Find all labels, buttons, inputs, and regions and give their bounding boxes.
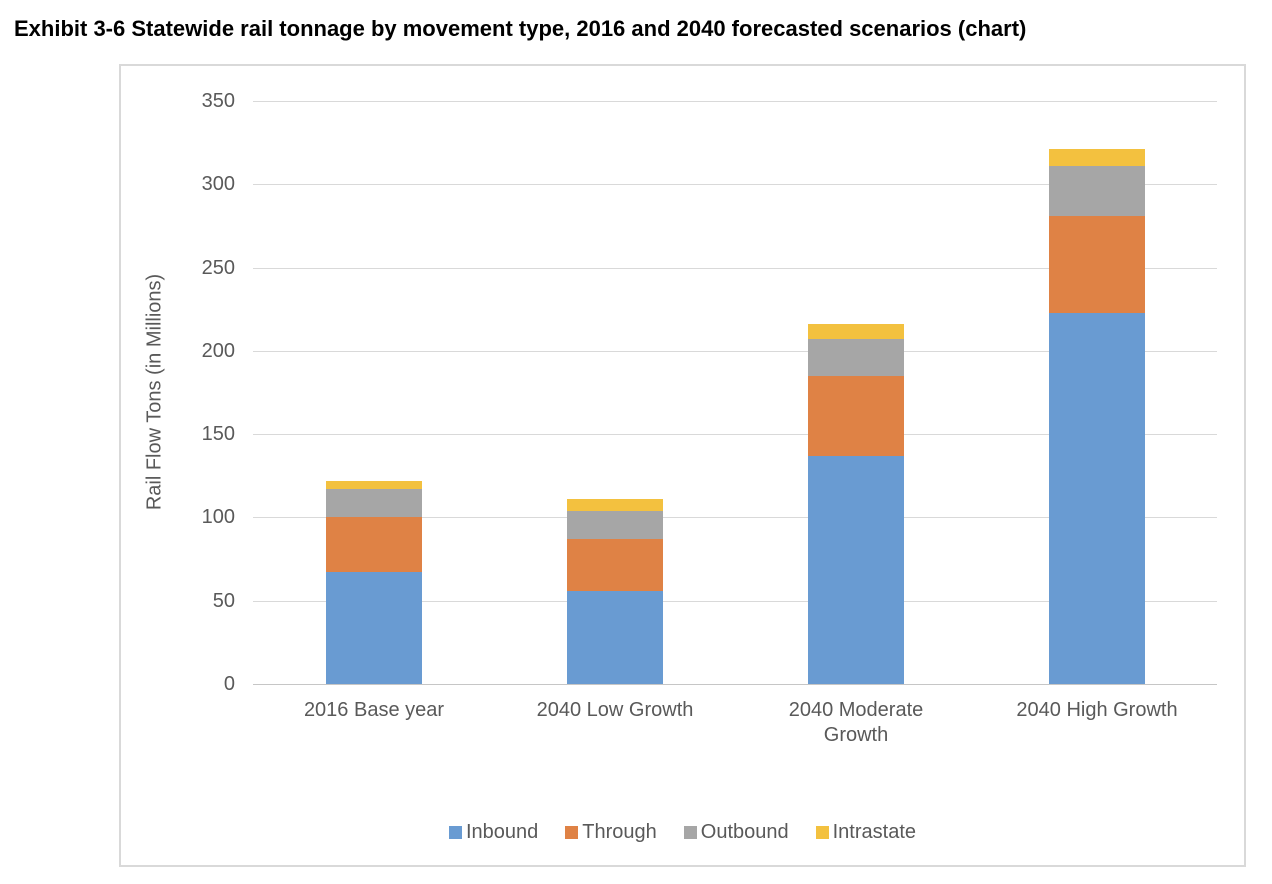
y-axis-title: Rail Flow Tons (in Millions) — [143, 273, 166, 511]
bar-segment-inbound — [1049, 312, 1145, 684]
y-tick-label-100: 100 — [201, 506, 235, 528]
legend-label: Through — [582, 820, 657, 843]
bar-segment-through — [808, 375, 904, 456]
page-title: Exhibit 3-6 Statewide rail tonnage by mo… — [14, 16, 1027, 41]
plot-area: 350 300 250 200 150 100 50 0 2016 Base year 2040 … — [202, 90, 1217, 746]
bar-segment-intrastate — [1049, 149, 1145, 166]
bar-segment-outbound — [326, 489, 422, 518]
bar-stack-2 — [567, 499, 663, 684]
legend: Inbound Through Outbound Intrastate — [121, 818, 1244, 846]
bar-stack-3 — [808, 324, 904, 684]
bar-segment-outbound — [1049, 165, 1145, 216]
x-axis-label-4: 2040 High Growth — [1016, 699, 1178, 721]
bar-segment-through — [326, 517, 422, 573]
gridline-100 — [253, 517, 1217, 518]
gridline-300 — [253, 184, 1217, 185]
bar-stack-1 — [326, 480, 422, 684]
y-tick-label-300: 300 — [201, 173, 235, 195]
gridline-250 — [253, 268, 1217, 269]
y-tick-label-0: 0 — [223, 673, 235, 695]
legend-item-intrastate: Intrastate — [815, 820, 917, 844]
legend-label: Outbound — [700, 820, 789, 843]
legend-label: Inbound — [465, 820, 539, 843]
bar-segment-through — [567, 539, 663, 591]
y-tick-label-200: 200 — [201, 340, 235, 362]
chart-frame: Rail Flow Tons (in Millions) 350 300 250 20… — [119, 64, 1246, 867]
bar-segment-outbound — [808, 339, 904, 376]
legend-label: Intrastate — [832, 820, 917, 843]
gridline-0 — [253, 684, 1217, 685]
legend-swatch-icon — [815, 825, 829, 839]
bar-segment-inbound — [567, 590, 663, 684]
x-axis-label-1: 2016 Base year — [303, 699, 445, 721]
bar-segment-through — [1049, 215, 1145, 313]
bar-segment-inbound — [808, 455, 904, 684]
legend-swatch-icon — [448, 825, 462, 839]
gridline-200 — [253, 351, 1217, 352]
legend-swatch-icon — [683, 825, 697, 839]
bar-segment-intrastate — [808, 324, 904, 340]
legend-swatch-icon — [565, 825, 579, 839]
bar-stack-4 — [1049, 149, 1145, 684]
legend-item-through: Through — [565, 821, 657, 844]
x-axis-label-2: 2040 Low Growth — [536, 699, 694, 721]
legend-item-inbound: Inbound — [448, 820, 539, 844]
y-tick-label-350: 350 — [201, 90, 235, 112]
gridline-150 — [253, 434, 1217, 435]
bar-segment-intrastate — [567, 499, 663, 511]
legend-item-outbound: Outbound — [683, 820, 789, 844]
gridline-350 — [253, 101, 1217, 102]
bar-segment-inbound — [326, 572, 422, 684]
y-tick-label-50: 50 — [212, 590, 235, 612]
gridline-50 — [253, 601, 1217, 602]
bar-segment-intrastate — [326, 480, 422, 490]
bar-segment-outbound — [567, 510, 663, 540]
y-tick-label-150: 150 — [201, 423, 235, 445]
y-tick-label-250: 250 — [201, 257, 235, 279]
x-axis-label-3: 2040 Moderate Growth — [788, 699, 924, 746]
